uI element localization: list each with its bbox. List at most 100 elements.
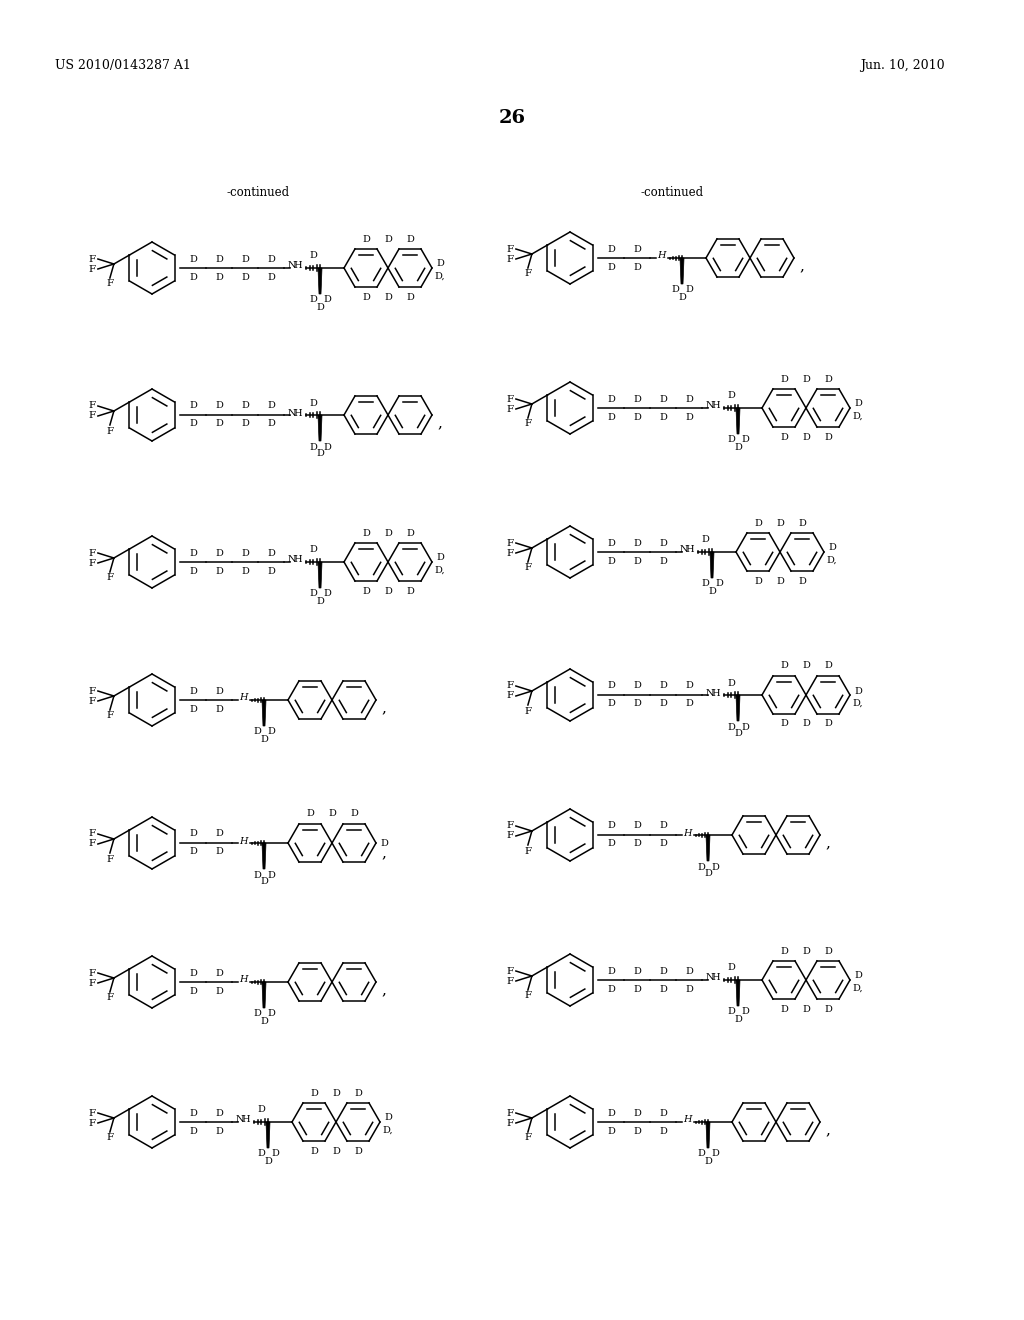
Text: D: D — [741, 1007, 749, 1016]
Text: D: D — [685, 966, 693, 975]
Text: D: D — [659, 681, 667, 690]
Text: D: D — [215, 401, 223, 411]
Text: F: F — [524, 706, 531, 715]
Text: ,: , — [800, 259, 805, 273]
Text: D: D — [824, 661, 831, 671]
Text: D: D — [659, 985, 667, 994]
Polygon shape — [680, 257, 684, 284]
Text: D: D — [633, 1109, 641, 1118]
Text: D: D — [824, 433, 831, 441]
Text: D: D — [715, 579, 723, 589]
Text: H: H — [683, 1115, 691, 1125]
Text: F: F — [506, 692, 513, 701]
Text: D: D — [659, 1109, 667, 1118]
Text: D: D — [267, 870, 274, 879]
Text: D: D — [260, 734, 268, 743]
Text: D: D — [316, 450, 324, 458]
Text: D: D — [384, 586, 392, 595]
Text: D: D — [267, 549, 274, 557]
Text: N: N — [288, 556, 296, 565]
Text: F: F — [106, 711, 114, 721]
Text: D: D — [189, 566, 197, 576]
Text: ,: , — [382, 846, 386, 861]
Text: D: D — [802, 661, 810, 671]
Text: N: N — [706, 401, 715, 411]
Text: D: D — [407, 293, 414, 301]
Text: D: D — [260, 878, 268, 887]
Text: D: D — [824, 719, 831, 729]
Text: D: D — [189, 549, 197, 557]
Text: D: D — [659, 840, 667, 849]
Text: D: D — [241, 566, 249, 576]
Text: D: D — [316, 302, 324, 312]
Text: D: D — [854, 686, 862, 696]
Text: D: D — [267, 255, 274, 264]
Text: D,: D, — [853, 412, 863, 421]
Polygon shape — [706, 1122, 710, 1148]
Text: N: N — [288, 261, 296, 271]
Text: D: D — [633, 1126, 641, 1135]
Text: D: D — [659, 412, 667, 421]
Text: US 2010/0143287 A1: US 2010/0143287 A1 — [55, 59, 190, 73]
Text: D: D — [215, 829, 223, 838]
Text: D: D — [257, 1106, 265, 1114]
Text: F: F — [106, 573, 114, 582]
Text: D,: D, — [853, 698, 863, 708]
Text: D: D — [407, 235, 414, 243]
Text: D: D — [741, 722, 749, 731]
Text: D: D — [671, 285, 679, 294]
Text: D: D — [685, 700, 693, 709]
Text: F: F — [506, 821, 513, 830]
Text: D: D — [189, 420, 197, 429]
Text: D: D — [267, 566, 274, 576]
Text: D: D — [734, 730, 742, 738]
Text: D: D — [354, 1147, 361, 1155]
Polygon shape — [318, 414, 322, 441]
Text: D: D — [332, 1089, 340, 1097]
Text: D: D — [241, 420, 249, 429]
Text: D: D — [253, 870, 261, 879]
Text: F: F — [524, 1134, 531, 1143]
Text: D: D — [215, 847, 223, 857]
Text: D: D — [267, 401, 274, 411]
Text: F: F — [506, 395, 513, 404]
Text: F: F — [88, 978, 95, 987]
Text: ,: , — [382, 983, 386, 997]
Text: D: D — [678, 293, 686, 301]
Text: F: F — [524, 269, 531, 279]
Polygon shape — [710, 552, 714, 578]
Polygon shape — [318, 268, 322, 294]
Text: D: D — [607, 681, 615, 690]
Text: D: D — [780, 375, 787, 384]
Text: D: D — [407, 528, 414, 537]
Text: H: H — [239, 693, 247, 702]
Text: D: D — [362, 293, 370, 301]
Text: D: D — [633, 840, 641, 849]
Text: D: D — [780, 719, 787, 729]
Text: D: D — [384, 235, 392, 243]
Text: D: D — [727, 722, 735, 731]
Text: F: F — [524, 991, 531, 1001]
Text: D: D — [705, 870, 712, 879]
Text: D: D — [316, 597, 324, 606]
Text: D: D — [189, 969, 197, 978]
Text: D: D — [380, 838, 388, 847]
Text: D: D — [633, 263, 641, 272]
Text: D: D — [189, 829, 197, 838]
Text: D: D — [189, 847, 197, 857]
Text: D: D — [260, 1016, 268, 1026]
Text: ,: , — [437, 416, 442, 430]
Text: F: F — [524, 564, 531, 573]
Text: D: D — [310, 1089, 317, 1097]
Text: F: F — [88, 1118, 95, 1127]
Text: D: D — [802, 375, 810, 384]
Polygon shape — [706, 836, 710, 861]
Text: D: D — [754, 577, 762, 586]
Text: D: D — [780, 661, 787, 671]
Text: D: D — [215, 986, 223, 995]
Text: D: D — [350, 809, 358, 818]
Text: H: H — [239, 837, 247, 846]
Text: D: D — [323, 296, 331, 305]
Text: D: D — [309, 442, 317, 451]
Text: D: D — [607, 557, 615, 565]
